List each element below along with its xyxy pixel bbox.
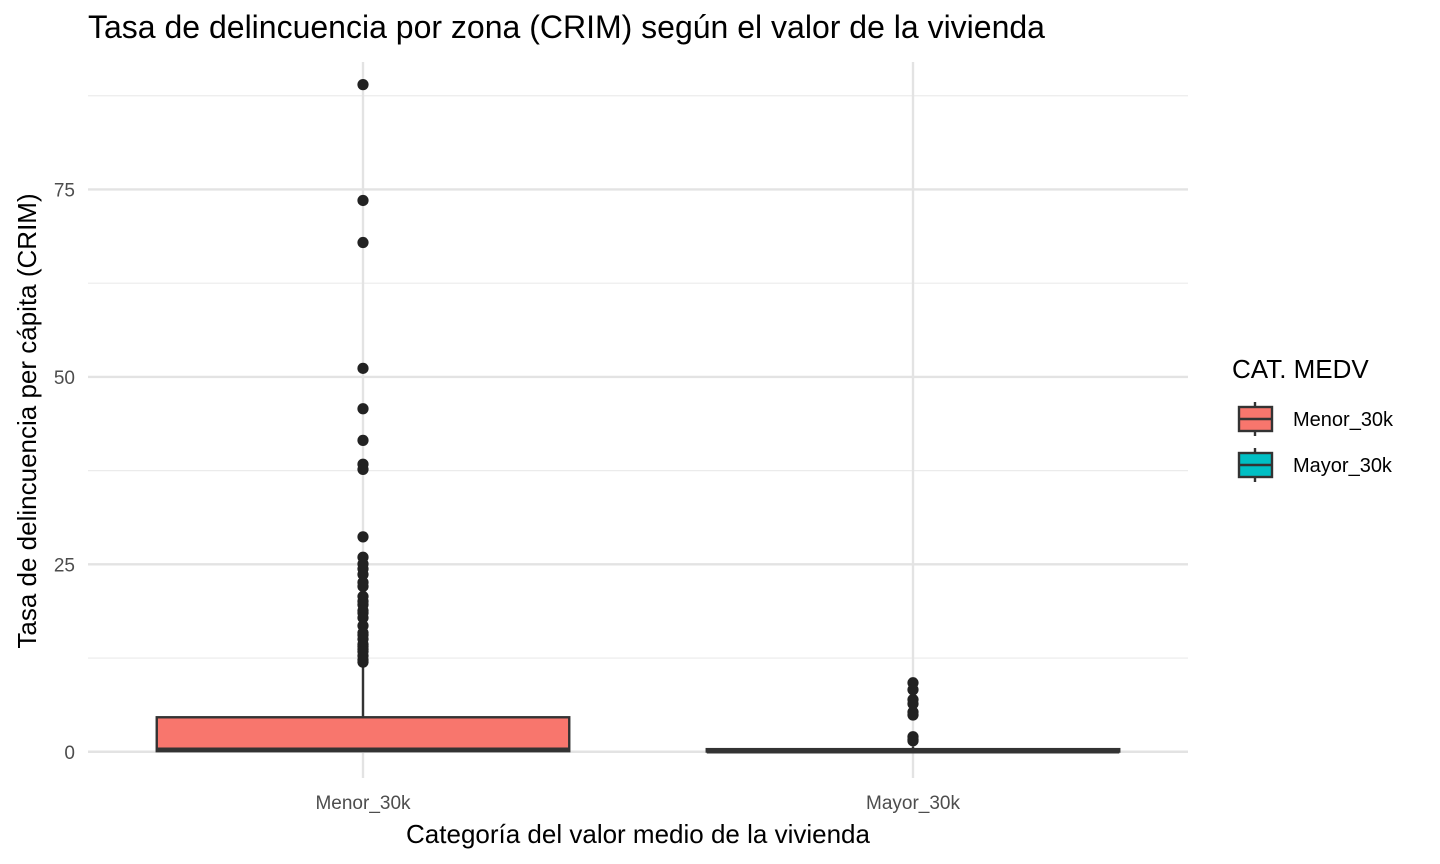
outlier-point (907, 684, 919, 696)
outlier-point (357, 79, 369, 91)
outlier-point (357, 362, 369, 374)
legend-label: Mayor_30k (1293, 455, 1393, 477)
x-axis-title: Categoría del valor medio de la vivienda (406, 819, 870, 849)
outlier-point (357, 403, 369, 415)
plot-area (155, 79, 1121, 754)
x-tick-label: Mayor_30k (866, 793, 960, 814)
outlier-point (357, 612, 369, 624)
y-tick-label: 0 (64, 743, 75, 764)
outlier-point (907, 698, 919, 710)
outlier-point (357, 236, 369, 249)
outlier-point (357, 463, 369, 476)
outlier-point (357, 194, 369, 207)
y-tick-label: 75 (54, 180, 75, 201)
x-tick-label: Menor_30k (315, 793, 411, 814)
legend-title: CAT. MEDV (1232, 354, 1369, 384)
box (155, 716, 571, 753)
box-group-mayor-30k (705, 677, 1121, 754)
box-group-menor-30k (155, 79, 571, 753)
y-tick-label: 25 (54, 555, 75, 576)
chart-title: Tasa de delincuencia por zona (CRIM) seg… (88, 9, 1045, 45)
outlier-point (907, 735, 919, 747)
legend-item-menor-30k: Menor_30k (1237, 402, 1394, 436)
outlier-point (357, 434, 369, 446)
outlier-point (357, 531, 369, 543)
axes: 0 25 50 75 Menor_30k Mayor_30k (54, 180, 961, 814)
legend-label: Menor_30k (1293, 409, 1394, 431)
y-tick-label: 50 (54, 368, 75, 389)
outlier-point (357, 656, 369, 668)
outlier-point (907, 709, 919, 721)
outlier-point (357, 580, 369, 593)
y-axis-title: Tasa de delincuencia per cápita (CRIM) (12, 193, 42, 648)
legend-item-mayor-30k: Mayor_30k (1237, 448, 1393, 482)
grid-lines (88, 62, 1188, 778)
legend: CAT. MEDV Menor_30k Mayor_30k (1232, 354, 1394, 482)
outlier-point (357, 568, 369, 581)
